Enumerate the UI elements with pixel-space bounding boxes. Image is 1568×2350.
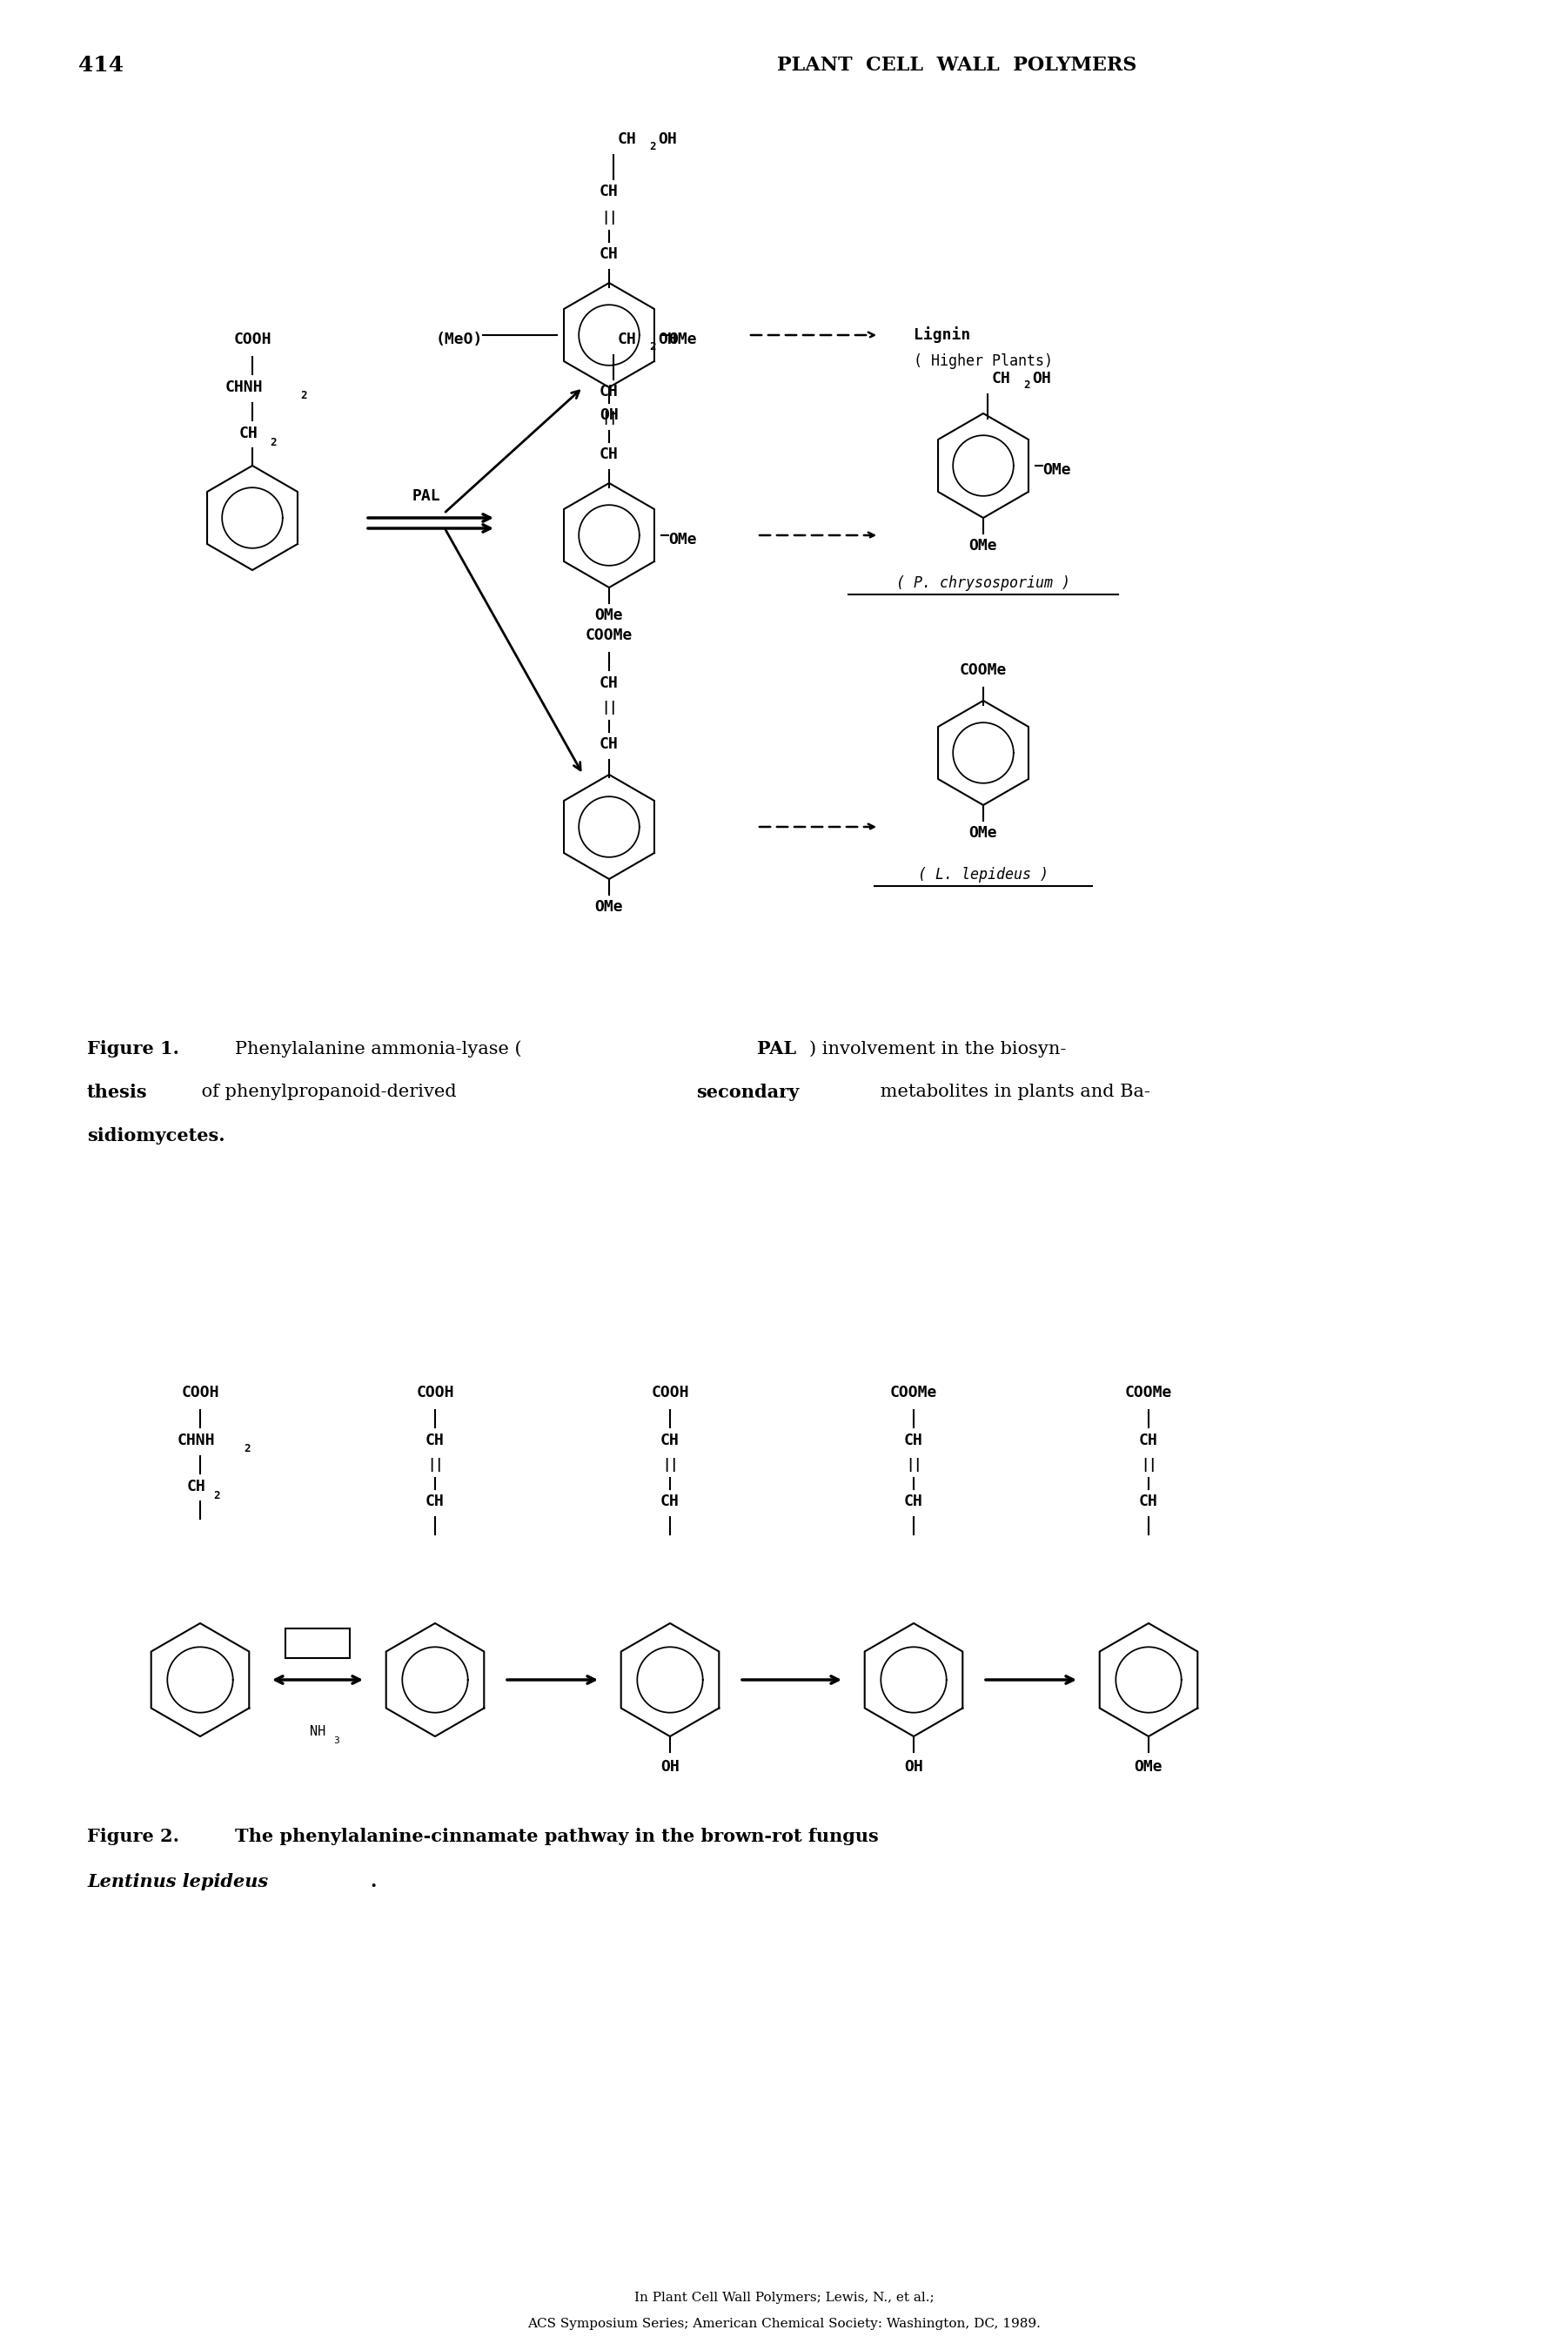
Text: OH: OH xyxy=(1032,371,1051,385)
Text: ( L. lepideus ): ( L. lepideus ) xyxy=(917,867,1049,884)
Text: 2: 2 xyxy=(213,1490,220,1502)
Text: COOH: COOH xyxy=(182,1384,220,1401)
Text: of phenylpropanoid-derived: of phenylpropanoid-derived xyxy=(196,1083,463,1100)
Text: ||: || xyxy=(426,1457,444,1471)
Text: PAL: PAL xyxy=(304,1638,332,1652)
Text: ( P. chrysosporium ): ( P. chrysosporium ) xyxy=(897,576,1071,590)
Text: CH: CH xyxy=(660,1495,679,1509)
Text: PAL: PAL xyxy=(412,489,441,503)
FancyBboxPatch shape xyxy=(285,1629,350,1659)
Text: CH: CH xyxy=(425,1434,445,1448)
Text: CH: CH xyxy=(238,425,257,442)
Text: COOH: COOH xyxy=(234,331,271,348)
Text: CH: CH xyxy=(905,1434,924,1448)
Text: CH: CH xyxy=(660,1434,679,1448)
Text: PLANT  CELL  WALL  POLYMERS: PLANT CELL WALL POLYMERS xyxy=(778,56,1137,75)
Text: Lignin: Lignin xyxy=(914,327,971,343)
Text: .: . xyxy=(370,1873,376,1889)
Text: ( Higher Plants): ( Higher Plants) xyxy=(914,352,1052,369)
Text: CH: CH xyxy=(1138,1434,1159,1448)
Text: 2: 2 xyxy=(299,390,307,402)
Text: 414: 414 xyxy=(78,54,124,75)
Text: OH: OH xyxy=(905,1760,924,1774)
Text: COOH: COOH xyxy=(651,1384,688,1401)
Text: ||: || xyxy=(601,411,618,425)
Text: CH: CH xyxy=(1138,1495,1159,1509)
Text: CH: CH xyxy=(618,331,637,348)
Text: CHNH: CHNH xyxy=(224,378,262,395)
Text: CH: CH xyxy=(187,1478,205,1495)
Text: OMe: OMe xyxy=(969,538,997,555)
Text: COOH: COOH xyxy=(416,1384,455,1401)
Text: Lentinus lepideus: Lentinus lepideus xyxy=(86,1873,268,1889)
Text: CHNH: CHNH xyxy=(177,1434,215,1448)
Text: OMe: OMe xyxy=(969,825,997,841)
Text: 2: 2 xyxy=(270,437,276,449)
Text: 2: 2 xyxy=(649,341,655,352)
Text: PAL: PAL xyxy=(757,1041,797,1058)
Text: CH: CH xyxy=(599,446,618,463)
Text: CH: CH xyxy=(599,674,618,691)
Text: CH: CH xyxy=(618,132,637,148)
Text: ||: || xyxy=(906,1457,922,1471)
Text: CH: CH xyxy=(599,183,618,200)
Text: OH: OH xyxy=(599,407,618,423)
Text: ) involvement in the biosyn-: ) involvement in the biosyn- xyxy=(809,1041,1066,1058)
Text: COOMe: COOMe xyxy=(585,627,633,644)
Text: COOMe: COOMe xyxy=(1124,1384,1173,1401)
Text: thesis: thesis xyxy=(86,1083,147,1102)
Text: OH: OH xyxy=(659,132,677,148)
Text: 2: 2 xyxy=(1024,381,1030,390)
Text: sidiomycetes.: sidiomycetes. xyxy=(86,1128,226,1144)
Text: ||: || xyxy=(662,1457,677,1471)
Text: CH: CH xyxy=(599,247,618,261)
Text: 2: 2 xyxy=(243,1443,251,1455)
Text: ||: || xyxy=(601,212,618,226)
Text: Figure 2.: Figure 2. xyxy=(86,1828,179,1845)
Text: OH: OH xyxy=(659,331,677,348)
Text: The phenylalanine-cinnamate pathway in the brown-rot fungus: The phenylalanine-cinnamate pathway in t… xyxy=(235,1828,878,1845)
Text: OMe: OMe xyxy=(594,900,624,914)
Text: CH: CH xyxy=(599,383,618,400)
Text: CH: CH xyxy=(599,736,618,752)
Text: Phenylalanine ammonia-lyase (: Phenylalanine ammonia-lyase ( xyxy=(235,1041,522,1058)
Text: ||: || xyxy=(1140,1457,1157,1471)
Text: OH: OH xyxy=(660,1760,679,1774)
Text: In Plant Cell Wall Polymers; Lewis, N., et al.;: In Plant Cell Wall Polymers; Lewis, N., … xyxy=(633,2291,935,2303)
Text: ||: || xyxy=(601,700,618,714)
Text: CH: CH xyxy=(905,1495,924,1509)
Text: metabolites in plants and Ba-: metabolites in plants and Ba- xyxy=(875,1083,1151,1100)
Text: Figure 1.: Figure 1. xyxy=(86,1041,179,1058)
Text: OMe: OMe xyxy=(668,531,696,548)
Text: OMe: OMe xyxy=(1134,1760,1163,1774)
Text: ACS Symposium Series; American Chemical Society: Washington, DC, 1989.: ACS Symposium Series; American Chemical … xyxy=(527,2317,1041,2329)
Text: CH: CH xyxy=(425,1495,445,1509)
Text: OMe: OMe xyxy=(668,331,696,348)
Text: NH: NH xyxy=(309,1725,326,1739)
Text: OMe: OMe xyxy=(1043,463,1071,477)
Text: OMe: OMe xyxy=(594,609,624,623)
Text: PAL: PAL xyxy=(304,1636,332,1652)
Text: 3: 3 xyxy=(334,1737,339,1746)
Text: secondary: secondary xyxy=(696,1083,800,1102)
Text: COOMe: COOMe xyxy=(960,663,1007,679)
Text: CH: CH xyxy=(993,371,1011,385)
Text: (MeO): (MeO) xyxy=(436,331,483,348)
Text: 2: 2 xyxy=(649,141,655,153)
Text: COOMe: COOMe xyxy=(891,1384,938,1401)
